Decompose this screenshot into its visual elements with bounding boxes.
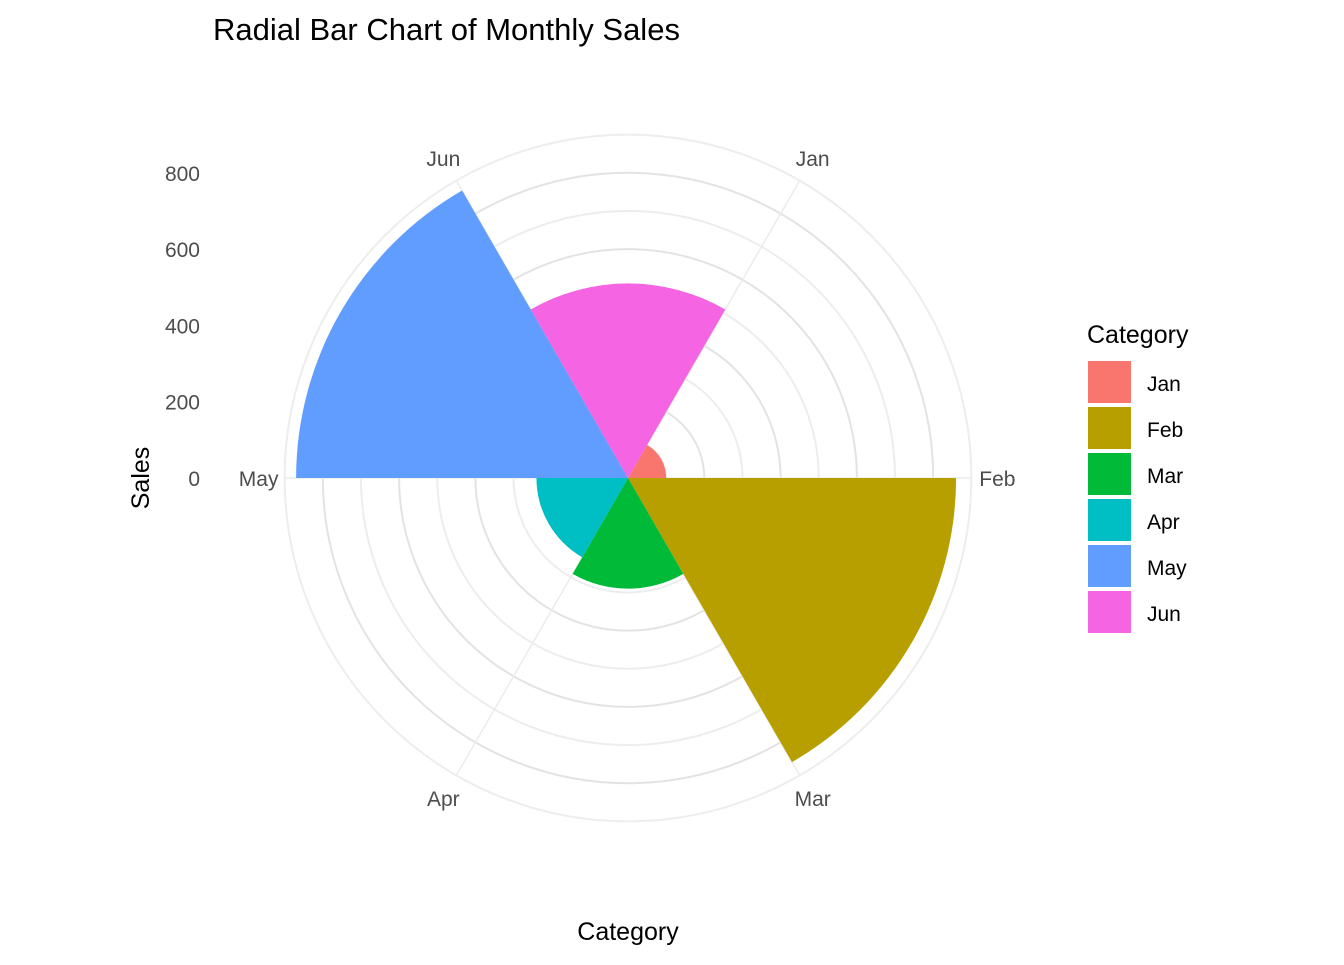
bar-may — [296, 190, 628, 479]
legend-swatch-feb — [1088, 407, 1131, 449]
bars — [296, 190, 957, 763]
sales-tick-label: 600 — [165, 239, 200, 262]
legend-swatch-jun — [1088, 591, 1131, 633]
grid-spoke — [627, 180, 801, 479]
legend-label: Apr — [1147, 511, 1180, 534]
y-axis-label: Sales — [127, 447, 155, 510]
category-tick-label: Apr — [427, 788, 460, 811]
chart-title: Radial Bar Chart of Monthly Sales — [213, 12, 680, 47]
legend-label: May — [1147, 557, 1187, 580]
category-tick-label: Mar — [795, 788, 831, 811]
category-tick-labels: Jan Feb Mar Apr May Jun — [239, 148, 1016, 811]
legend-swatch-apr — [1088, 499, 1131, 541]
category-tick-label: May — [239, 468, 279, 491]
category-tick-label: Feb — [979, 468, 1015, 491]
legend-swatch-mar — [1088, 453, 1131, 495]
category-tick-label: Jun — [426, 148, 460, 171]
bar-apr — [536, 478, 628, 558]
sales-tick-label: 800 — [165, 163, 200, 186]
sales-tick-label: 0 — [188, 468, 200, 491]
sales-tick-label: 400 — [165, 315, 200, 338]
grid-spoke — [455, 477, 629, 776]
sales-tick-labels: 0 200 400 600 800 — [165, 163, 200, 491]
legend-title: Category — [1087, 321, 1189, 349]
bar-jun — [530, 283, 726, 478]
bar-jan — [628, 444, 667, 478]
legend-label: Mar — [1147, 465, 1183, 488]
sales-tick-label: 200 — [165, 392, 200, 415]
legend-swatch-jan — [1088, 361, 1131, 403]
legend-label: Jun — [1147, 603, 1181, 626]
category-tick-label: Jan — [796, 148, 830, 171]
bar-feb — [628, 478, 957, 763]
legend: Category Jan Feb Mar Apr May Jun — [1087, 321, 1189, 633]
legend-label: Feb — [1147, 419, 1183, 442]
legend-swatch-may — [1088, 545, 1131, 587]
bar-mar — [572, 478, 684, 589]
legend-items: Jan Feb Mar Apr May Jun — [1088, 361, 1187, 633]
x-axis-label: Category — [577, 918, 679, 946]
legend-label: Jan — [1147, 373, 1181, 396]
